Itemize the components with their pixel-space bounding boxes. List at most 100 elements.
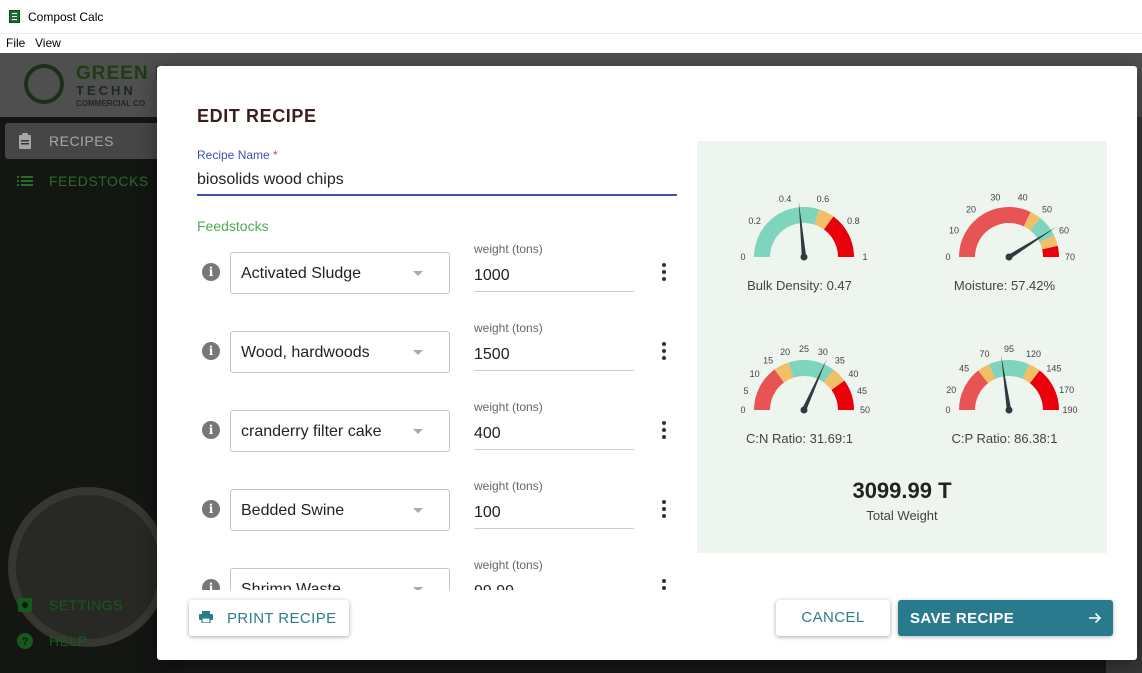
gauge-tick-label: 30 (990, 193, 1000, 203)
gauge-tick-label: 1 (862, 252, 867, 262)
logo-icon (24, 64, 64, 104)
gauge-tick-label: 0 (740, 405, 745, 415)
window-titlebar: Compost Calc (0, 0, 1142, 34)
feedstock-select[interactable]: Wood, hardwoods (230, 331, 450, 373)
gauge-tick-label: 70 (1065, 252, 1075, 262)
logo-text: GREEN M (76, 63, 172, 84)
gauge-tick-label: 10 (750, 369, 760, 379)
weight-label: weight (tons) (474, 558, 543, 572)
gauge-tick-label: 60 (1059, 226, 1069, 236)
gauge-dial: 0 10 20 30 40 50 60 70 (945, 193, 1075, 262)
weight-input[interactable] (474, 576, 634, 590)
cn-ratio-gauge: 0 5 10 15 20 25 30 35 40 45 50 C:N Ratio: 31.69:1 (697, 294, 902, 464)
gauge-tick-label: 40 (848, 369, 858, 379)
gauge-tick-label: 190 (1062, 405, 1077, 415)
feedstock-select[interactable]: Bedded Swine (230, 489, 450, 531)
feedstock-row: i Activated Sludge weight (tons) (157, 236, 697, 315)
gauge-needle-hub (800, 253, 808, 261)
gauge-band (1039, 235, 1058, 250)
chevron-down-icon (413, 429, 423, 434)
gauge-tick-label: 45 (959, 364, 969, 374)
feedstock-select[interactable]: Shrimp Waste (230, 568, 450, 590)
gauge-band (814, 209, 834, 230)
gauge-tick-label: 40 (1018, 193, 1028, 203)
menu-file[interactable]: File (6, 36, 26, 50)
more-options-icon[interactable] (657, 499, 671, 519)
cancel-button[interactable]: CANCEL (776, 600, 890, 636)
gauge-tick-label: 50 (1042, 204, 1052, 214)
info-icon[interactable]: i (202, 421, 220, 439)
gauges-panel: 0 0.2 0.4 0.6 0.8 1 Bulk Density: 0.47 0 10 20 3… (697, 141, 1107, 553)
gauge-needle (1001, 354, 1012, 411)
feedstock-row: i cranderry filter cake weight (tons) (157, 394, 697, 473)
weight-input[interactable] (474, 260, 634, 292)
gauge-band (1022, 364, 1040, 384)
weight-input[interactable] (474, 497, 634, 529)
gauge-tick-label: 20 (780, 347, 790, 357)
cp-ratio-gauge: 0 20 45 70 95 120 145 170 190 C:P Ratio: 86.38:1 (902, 294, 1107, 464)
gauge-needle (1007, 227, 1057, 259)
feedstock-list[interactable]: i Activated Sludge weight (tons) i Wood, har… (157, 236, 697, 590)
feedstock-select-value: Activated Sludge (241, 265, 362, 282)
feedstock-select[interactable]: Activated Sludge (230, 252, 450, 294)
recipe-name-label: Recipe Name * (197, 148, 278, 162)
dialog-title: EDIT RECIPE (197, 106, 317, 126)
gauge-needle-hub (800, 406, 808, 414)
weight-input[interactable] (474, 418, 634, 450)
gauge-band (823, 216, 854, 257)
info-icon[interactable]: i (202, 342, 220, 360)
recipe-name-input[interactable] (197, 166, 677, 196)
sidebar-item-settings[interactable]: SETTINGS (5, 587, 175, 623)
gauge-band (754, 369, 785, 410)
gauge-needle-hub (1005, 406, 1013, 414)
logo-tagline: COMMERCIAL CO (76, 99, 146, 108)
gauge-tick-label: 120 (1026, 349, 1041, 359)
save-recipe-button[interactable]: SAVE RECIPE (898, 600, 1113, 636)
feedstock-row: i Shrimp Waste weight (tons) (157, 552, 697, 590)
more-options-icon[interactable] (657, 341, 671, 361)
gauge-band (988, 360, 1030, 379)
total-weight-value: 3099.99 T (852, 478, 952, 503)
gauge-band (959, 207, 1031, 257)
printer-icon (199, 611, 213, 623)
more-options-icon[interactable] (657, 262, 671, 282)
info-icon[interactable]: i (202, 263, 220, 281)
gauge-dial: 0 0.2 0.4 0.6 0.8 1 (740, 194, 867, 262)
gauge-tick-label: 35 (835, 356, 845, 366)
feedstock-select-value: cranderry filter cake (241, 423, 382, 440)
more-options-icon[interactable] (657, 420, 671, 440)
window-title: Compost Calc (28, 10, 104, 24)
gauge-tick-label: 25 (799, 344, 809, 354)
weight-input[interactable] (474, 339, 634, 371)
gauge-caption: Bulk Density: 0.47 (747, 278, 852, 293)
gauge-band (1023, 211, 1041, 231)
feedstocks-heading: Feedstocks (197, 218, 269, 234)
gauge-tick-label: 20 (946, 385, 956, 395)
more-options-icon[interactable] (657, 578, 671, 590)
list-icon (17, 176, 33, 186)
print-recipe-button[interactable]: PRINT RECIPE (189, 600, 349, 636)
feedstock-select-value: Bedded Swine (241, 502, 345, 519)
bulk-density-gauge: 0 0.2 0.4 0.6 0.8 1 Bulk Density: 0.47 (697, 141, 902, 311)
gauge-tick-label: 170 (1059, 385, 1074, 395)
info-icon[interactable]: i (202, 500, 220, 518)
chevron-down-icon (413, 508, 423, 513)
sidebar-item-help[interactable]: ? HELP (5, 623, 175, 659)
menu-view[interactable]: View (35, 36, 61, 50)
feedstock-select-value: Shrimp Waste (241, 581, 341, 590)
gauge-tick-label: 0.8 (847, 216, 860, 226)
gauge-tick-label: 0.4 (779, 194, 792, 204)
app-icon (9, 10, 20, 23)
chevron-down-icon (413, 271, 423, 276)
info-icon[interactable]: i (202, 579, 220, 590)
save-recipe-label: SAVE RECIPE (910, 610, 1015, 627)
feedstock-select[interactable]: cranderry filter cake (230, 410, 450, 452)
gauge-tick-label: 145 (1046, 364, 1061, 374)
sidebar-item-feedstocks[interactable]: FEEDSTOCKS (5, 163, 175, 199)
gauge-band (754, 207, 820, 257)
sidebar-item-recipes[interactable]: RECIPES (5, 123, 175, 159)
gauge-needle-hub (1005, 253, 1013, 261)
gauge-tick-label: 10 (949, 226, 959, 236)
feedstock-row: i Wood, hardwoods weight (tons) (157, 315, 697, 394)
